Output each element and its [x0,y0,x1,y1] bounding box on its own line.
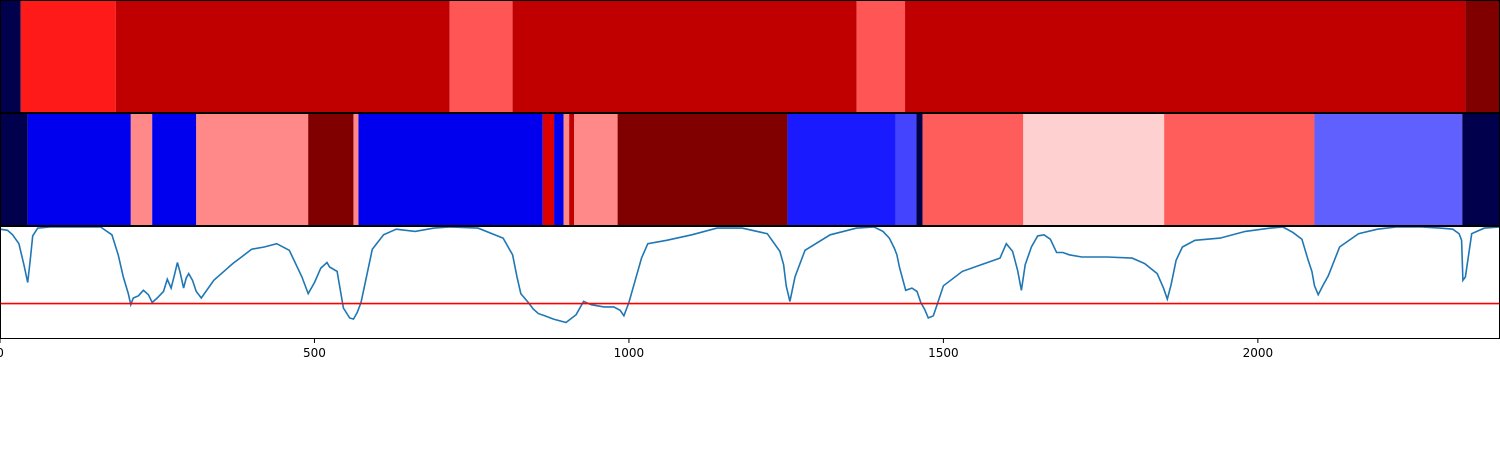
track-2-segment-2 [27,114,131,225]
track-2-segment-12 [569,114,575,225]
line-panel-background [0,227,1500,338]
x-axis: 0 500 1000 1500 2000 [0,338,1273,360]
x-tick-label-3: 1000 [614,346,645,360]
line-panel [0,226,1500,338]
track-1-segment-3 [115,1,450,112]
track-2-segment-6 [308,114,354,225]
x-tick-label-2: 500 [303,346,326,360]
track-2-segment-15 [787,114,896,225]
track-1-segment-5 [512,1,857,112]
track-2-segment-10 [554,114,564,225]
track-1-segment-8 [1465,1,1500,112]
track-2 [0,114,1500,225]
x-tick-label-4: 1500 [928,346,959,360]
track-2-segment-11 [563,114,570,225]
track-2-segment-7 [353,114,359,225]
x-tick-label-5: 2000 [1243,346,1274,360]
track-2-segment-13 [574,114,618,225]
series-line [0,226,1500,324]
track-2-segment-17 [916,114,923,225]
track-2-segment-16 [895,114,917,225]
track-2-segment-22 [1462,114,1500,225]
track-1-segment-1 [0,1,21,112]
track-2-segment-19 [1023,114,1165,225]
x-tick-label-1: 0 [0,346,4,360]
track-1-segment-6 [856,1,906,112]
track-2-segment-18 [922,114,1024,225]
track-2-segment-21 [1314,114,1463,225]
track-2-segment-1 [0,114,28,225]
track-1-segment-7 [905,1,1466,112]
track-2-segment-4 [152,114,197,225]
track-1 [0,1,1500,112]
track-2-segment-20 [1164,114,1315,225]
track-1-segment-2 [20,1,116,112]
track-2-segment-5 [196,114,309,225]
track-2-segment-8 [358,114,543,225]
track-2-segment-3 [130,114,153,225]
track-2-segment-14 [617,114,788,225]
track-2-segment-9 [542,114,555,225]
track-1-segment-4 [449,1,513,112]
